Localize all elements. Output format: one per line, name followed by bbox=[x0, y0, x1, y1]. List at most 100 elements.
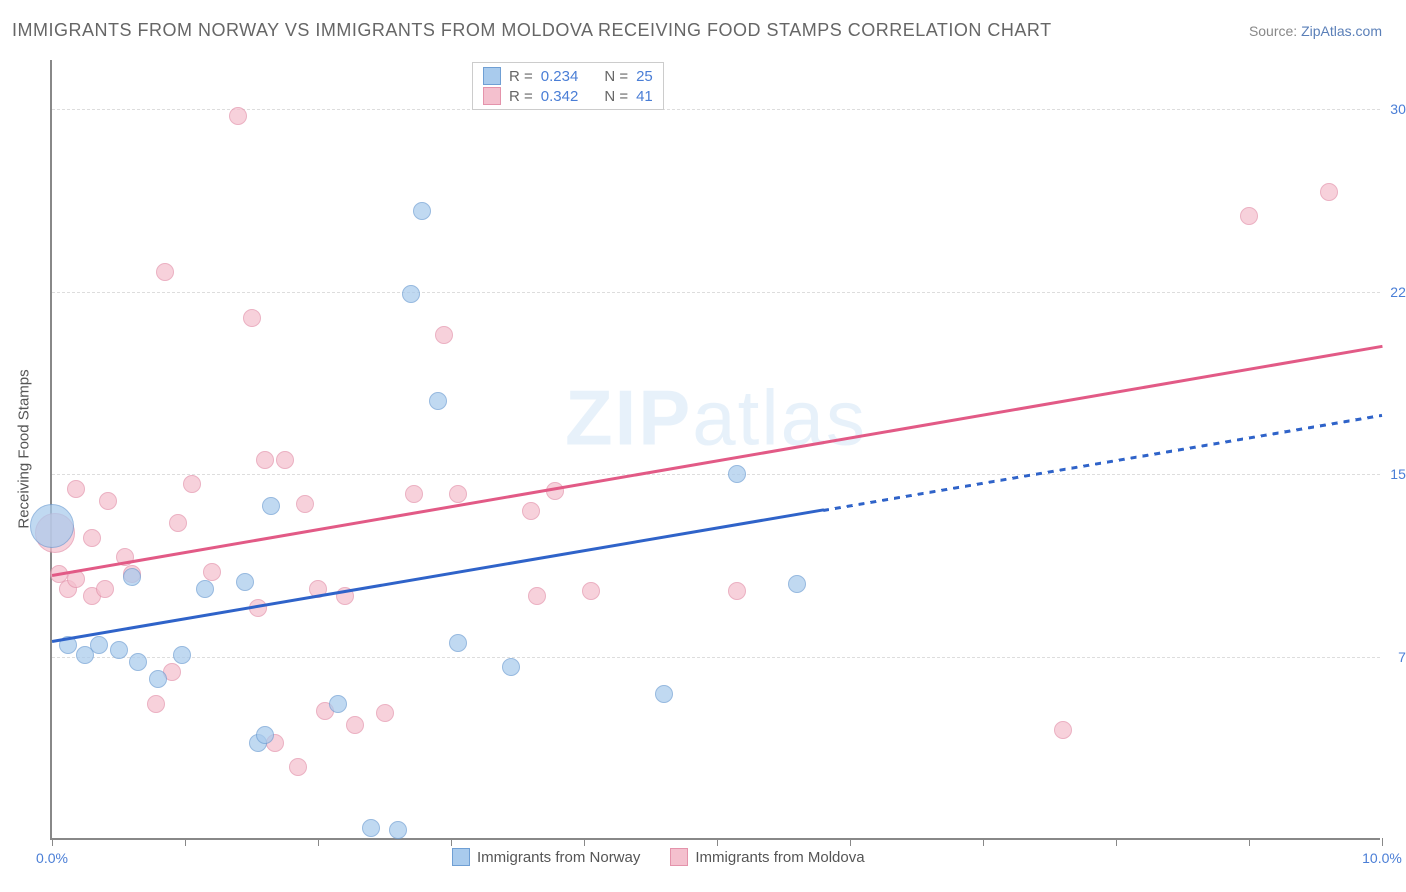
legend-label: Immigrants from Moldova bbox=[695, 849, 864, 866]
data-point bbox=[229, 107, 247, 125]
data-point bbox=[522, 502, 540, 520]
legend-stat-row: R = 0.342 N = 41 bbox=[483, 87, 653, 105]
data-point bbox=[129, 653, 147, 671]
data-point bbox=[362, 819, 380, 837]
data-point bbox=[99, 492, 117, 510]
data-point bbox=[296, 495, 314, 513]
n-value: 25 bbox=[636, 68, 653, 85]
y-axis-title: Receiving Food Stamps bbox=[16, 369, 33, 528]
x-tick bbox=[983, 838, 984, 846]
data-point bbox=[1054, 721, 1072, 739]
x-tick bbox=[185, 838, 186, 846]
data-point bbox=[147, 695, 165, 713]
y-tick-label: 15.0% bbox=[1390, 466, 1406, 482]
legend-stats: R = 0.234 N = 25 R = 0.342 N = 41 bbox=[472, 62, 664, 110]
legend-label: Immigrants from Norway bbox=[477, 849, 640, 866]
data-point bbox=[289, 758, 307, 776]
r-value: 0.342 bbox=[541, 88, 579, 105]
x-tick bbox=[717, 838, 718, 846]
x-tick bbox=[1116, 838, 1117, 846]
data-point bbox=[256, 726, 274, 744]
data-point bbox=[256, 451, 274, 469]
x-tick bbox=[1382, 838, 1383, 846]
data-point bbox=[728, 465, 746, 483]
data-point bbox=[156, 263, 174, 281]
y-tick-label: 30.0% bbox=[1390, 101, 1406, 117]
data-point bbox=[276, 451, 294, 469]
x-tick bbox=[451, 838, 452, 846]
x-tick-label: 10.0% bbox=[1362, 850, 1402, 866]
x-tick-label: 0.0% bbox=[36, 850, 68, 866]
source: Source: ZipAtlas.com bbox=[1249, 23, 1382, 41]
data-point bbox=[67, 480, 85, 498]
data-point bbox=[173, 646, 191, 664]
data-point bbox=[435, 326, 453, 344]
data-point bbox=[329, 695, 347, 713]
legend-swatch bbox=[483, 67, 501, 85]
data-point bbox=[123, 568, 141, 586]
r-value: 0.234 bbox=[541, 68, 579, 85]
x-tick bbox=[850, 838, 851, 846]
data-point bbox=[405, 485, 423, 503]
legend-stat-row: R =0.234N =25 bbox=[483, 67, 653, 85]
data-point bbox=[449, 485, 467, 503]
data-point bbox=[96, 580, 114, 598]
watermark-bold: ZIP bbox=[565, 373, 692, 461]
data-point bbox=[528, 587, 546, 605]
x-tick bbox=[318, 838, 319, 846]
gridline bbox=[52, 657, 1380, 658]
data-point bbox=[83, 529, 101, 547]
x-tick bbox=[52, 838, 53, 846]
trend-line bbox=[52, 509, 824, 643]
data-point bbox=[196, 580, 214, 598]
data-point bbox=[30, 504, 74, 548]
y-tick-label: 7.5% bbox=[1398, 649, 1406, 665]
legend-swatch bbox=[483, 87, 501, 105]
data-point bbox=[90, 636, 108, 654]
data-point bbox=[728, 582, 746, 600]
plot-area: ZIPatlas 7.5%15.0%22.5%30.0% 0.0%10.0% R… bbox=[50, 60, 1380, 840]
r-label: R = bbox=[509, 68, 533, 85]
data-point bbox=[788, 575, 806, 593]
data-point bbox=[249, 599, 267, 617]
chart-title: IMMIGRANTS FROM NORWAY VS IMMIGRANTS FRO… bbox=[12, 20, 1052, 41]
data-point bbox=[376, 704, 394, 722]
y-tick-label: 22.5% bbox=[1390, 284, 1406, 300]
r-label: R = bbox=[509, 88, 533, 105]
data-point bbox=[203, 563, 221, 581]
data-point bbox=[262, 497, 280, 515]
gridline bbox=[52, 292, 1380, 293]
x-tick bbox=[584, 838, 585, 846]
data-point bbox=[582, 582, 600, 600]
data-point bbox=[655, 685, 673, 703]
data-point bbox=[110, 641, 128, 659]
data-point bbox=[402, 285, 420, 303]
n-label: N = bbox=[604, 88, 628, 105]
x-tick bbox=[1249, 838, 1250, 846]
data-point bbox=[413, 202, 431, 220]
data-point bbox=[243, 309, 261, 327]
watermark: ZIPatlas bbox=[565, 372, 867, 463]
data-point bbox=[236, 573, 254, 591]
data-point bbox=[389, 821, 407, 839]
legend-series: Immigrants from Norway Immigrants from Mo… bbox=[452, 848, 865, 866]
data-point bbox=[183, 475, 201, 493]
source-link[interactable]: ZipAtlas.com bbox=[1301, 23, 1382, 39]
source-label: Source: bbox=[1249, 23, 1301, 39]
legend-series-item: Immigrants from Moldova bbox=[670, 848, 864, 866]
data-point bbox=[449, 634, 467, 652]
data-point bbox=[429, 392, 447, 410]
gridline bbox=[52, 109, 1380, 110]
data-point bbox=[1320, 183, 1338, 201]
legend-swatch bbox=[670, 848, 688, 866]
data-point bbox=[346, 716, 364, 734]
trend-line bbox=[52, 345, 1382, 577]
legend-swatch bbox=[452, 848, 470, 866]
data-point bbox=[502, 658, 520, 676]
legend-series-item: Immigrants from Norway bbox=[452, 848, 640, 866]
data-point bbox=[169, 514, 187, 532]
data-point bbox=[149, 670, 167, 688]
data-point bbox=[1240, 207, 1258, 225]
n-value: 41 bbox=[636, 88, 653, 105]
gridline bbox=[52, 474, 1380, 475]
